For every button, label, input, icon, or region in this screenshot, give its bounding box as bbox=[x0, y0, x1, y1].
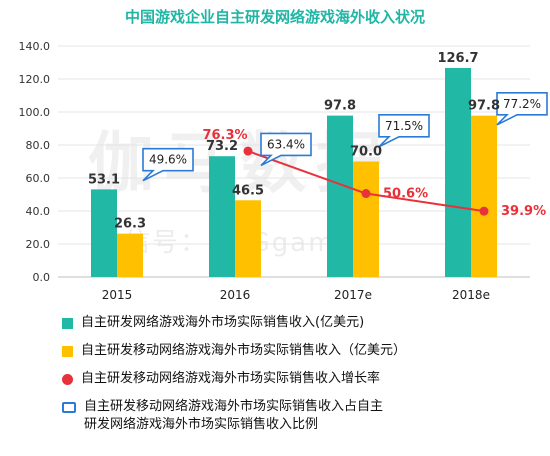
legend-item-ratio-callout: 自主研发移动网络游戏海外市场实际销售收入占自主 研发网络游戏海外市场实际销售收入… bbox=[62, 398, 383, 434]
ratio-callout-bubble bbox=[142, 147, 194, 182]
data-label-mobile-revenue: 97.8 bbox=[468, 99, 500, 114]
x-tick-label: 2016 bbox=[220, 288, 251, 302]
bar-total-overseas-revenue bbox=[209, 156, 235, 277]
y-tick-label: 20.0 bbox=[26, 238, 51, 251]
legend-label: 自主研发移动网络游戏海外市场实际销售收入（亿美元） bbox=[81, 343, 407, 358]
data-label-growth-rate: 39.9% bbox=[501, 204, 546, 219]
y-tick-label: 120.0 bbox=[19, 73, 51, 86]
bar-total-overseas-revenue bbox=[91, 189, 117, 277]
y-tick-label: 40.0 bbox=[26, 205, 51, 218]
ratio-callout-bubble bbox=[496, 92, 548, 126]
red-dot-icon bbox=[62, 374, 73, 385]
data-label-mobile-share: 63.4% bbox=[267, 137, 305, 151]
legend-item-growth-line: 自主研发移动网络游戏海外市场实际销售收入增长率 bbox=[62, 370, 380, 388]
legend-item-teal-bar: 自主研发网络游戏海外市场实际销售收入(亿美元) bbox=[62, 314, 364, 332]
legend-label: 自主研发移动网络游戏海外市场实际销售收入增长率 bbox=[81, 371, 381, 386]
speech-bubble-icon bbox=[62, 402, 76, 413]
x-tick-label: 2015 bbox=[102, 288, 133, 302]
data-label-growth-rate: 50.6% bbox=[383, 187, 428, 202]
data-label-total-revenue: 53.1 bbox=[88, 172, 120, 187]
y-tick-label: 100.0 bbox=[19, 106, 51, 119]
data-label-total-revenue: 73.2 bbox=[206, 139, 238, 154]
legend-label-line: 自主研发移动网络游戏海外市场实际销售收入占自主 bbox=[84, 399, 384, 414]
y-tick-label: 0.0 bbox=[33, 271, 51, 284]
yellow-square-icon bbox=[62, 346, 73, 357]
ratio-callout-bubble bbox=[260, 132, 312, 167]
y-tick-label: 80.0 bbox=[26, 139, 51, 152]
x-tick-label: 2017e bbox=[334, 288, 372, 302]
chart-title: 中国游戏企业自主研发网络游戏海外收入状况 bbox=[124, 8, 425, 26]
bar-mobile-overseas-revenue bbox=[353, 161, 379, 277]
data-label-growth-rate: 76.3% bbox=[202, 128, 247, 143]
data-label-mobile-revenue: 46.5 bbox=[232, 183, 264, 198]
data-label-total-revenue: 126.7 bbox=[437, 51, 478, 66]
data-label-mobile-share: 77.2% bbox=[503, 97, 541, 111]
legend-label-line: 研发网络游戏海外市场实际销售收入比例 bbox=[84, 417, 319, 432]
y-tick-label: 140.0 bbox=[19, 40, 51, 53]
chart-plot: 0.0 20.0 40.0 60.0 80.0 100.0 120.0 140.0 2015 20… bbox=[19, 40, 548, 302]
x-tick-label: 2018e bbox=[452, 288, 490, 302]
legend-label: 自主研发网络游戏海外市场实际销售收入(亿美元) bbox=[81, 315, 365, 330]
bar-mobile-overseas-revenue bbox=[471, 115, 497, 277]
data-label-mobile-share: 49.6% bbox=[149, 153, 187, 167]
data-label-mobile-revenue: 70.0 bbox=[350, 145, 382, 160]
growth-rate-point bbox=[243, 146, 253, 156]
ratio-callout-bubble bbox=[378, 113, 430, 148]
bar-total-overseas-revenue bbox=[327, 115, 353, 277]
data-label-mobile-share: 71.5% bbox=[385, 119, 423, 133]
data-label-total-revenue: 97.8 bbox=[324, 99, 356, 114]
growth-rate-point bbox=[361, 189, 371, 199]
bar-total-overseas-revenue bbox=[445, 67, 471, 277]
growth-rate-point bbox=[479, 206, 489, 216]
data-label-mobile-revenue: 26.3 bbox=[114, 217, 146, 232]
y-tick-label: 60.0 bbox=[26, 172, 51, 185]
bar-mobile-overseas-revenue bbox=[235, 200, 261, 277]
bar-mobile-overseas-revenue bbox=[117, 233, 143, 277]
legend-item-yellow-bar: 自主研发移动网络游戏海外市场实际销售收入（亿美元） bbox=[62, 342, 406, 360]
teal-square-icon bbox=[62, 318, 73, 329]
